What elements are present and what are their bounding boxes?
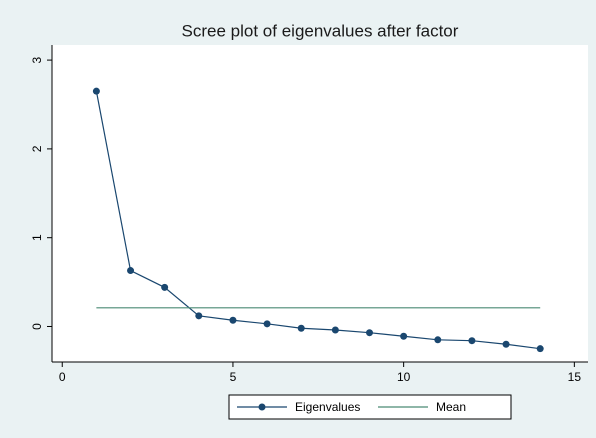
y-tick-label: 3 (30, 56, 44, 63)
point (400, 332, 408, 340)
y-tick-label: 0 (30, 323, 44, 330)
x-tick-label: 15 (568, 370, 582, 384)
series-line (95, 91, 541, 350)
legend-marker (258, 403, 266, 411)
point (92, 87, 100, 95)
x-tick-label: 0 (59, 370, 66, 384)
point (297, 324, 305, 332)
x-tick-label: 5 (230, 370, 237, 384)
point (331, 326, 339, 334)
point (127, 267, 135, 275)
plot-area (52, 45, 588, 362)
point (536, 345, 544, 353)
chart-title: Scree plot of eigenvalues after factor (182, 21, 459, 40)
point (434, 336, 442, 344)
x-tick-label: 10 (397, 370, 411, 384)
point (366, 329, 374, 337)
point (468, 337, 476, 345)
point (502, 340, 510, 348)
point (195, 312, 203, 320)
point (263, 320, 271, 328)
point (161, 283, 169, 291)
y-tick-label: 1 (30, 234, 44, 241)
legend-label: Eigenvalues (295, 400, 360, 414)
point (229, 316, 237, 324)
legend-label: Mean (436, 400, 466, 414)
y-tick-label: 2 (30, 145, 44, 152)
